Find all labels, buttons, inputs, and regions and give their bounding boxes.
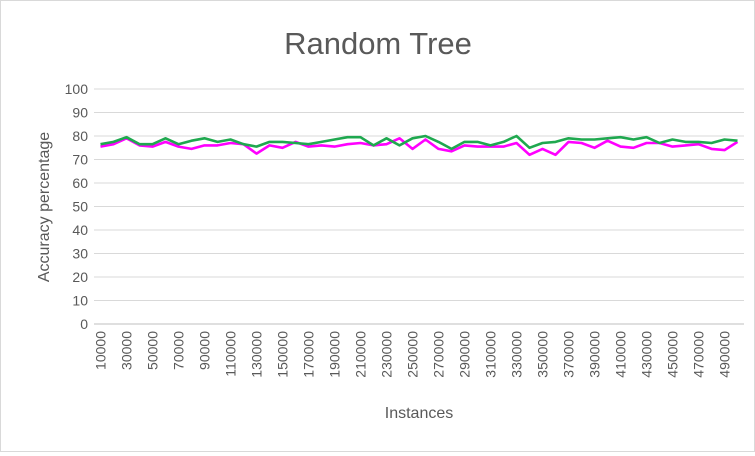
x-tick-label: 390000 bbox=[587, 331, 603, 378]
series-line-2 bbox=[100, 134, 738, 151]
x-tick-label: 310000 bbox=[483, 331, 499, 378]
x-tick-label: 150000 bbox=[275, 331, 291, 378]
y-tick-label: 100 bbox=[65, 81, 89, 97]
x-tick-label: 370000 bbox=[561, 331, 577, 378]
y-tick-label: 80 bbox=[72, 128, 88, 144]
x-tick-label: 230000 bbox=[379, 331, 395, 378]
x-tick-label: 130000 bbox=[249, 331, 265, 378]
y-tick-label: 90 bbox=[72, 105, 88, 121]
x-tick-label: 350000 bbox=[535, 331, 551, 378]
series-line-1 bbox=[100, 137, 739, 157]
x-tick-label: 210000 bbox=[353, 331, 369, 378]
x-tick-label: 290000 bbox=[457, 331, 473, 378]
gridlines bbox=[94, 88, 744, 301]
x-tick-label: 410000 bbox=[613, 331, 629, 378]
chart-title: Random Tree bbox=[284, 26, 472, 61]
y-tick-label: 40 bbox=[72, 222, 88, 238]
x-axis-ticks: 10000 30000 50000 70000 90000 110000 130000 150… bbox=[93, 331, 733, 378]
x-tick-label: 490000 bbox=[717, 331, 733, 378]
y-axis-ticks: 0 10 20 30 40 50 60 70 80 90 100 bbox=[65, 81, 89, 332]
x-tick-label: 450000 bbox=[665, 331, 681, 378]
x-tick-label: 110000 bbox=[223, 331, 239, 377]
x-tick-label: 330000 bbox=[509, 331, 525, 378]
x-tick-label: 90000 bbox=[197, 331, 213, 370]
y-tick-label: 60 bbox=[72, 175, 88, 191]
x-tick-label: 30000 bbox=[119, 331, 135, 370]
x-tick-label: 10000 bbox=[93, 331, 109, 370]
y-tick-label: 30 bbox=[72, 246, 88, 262]
x-tick-label: 70000 bbox=[171, 331, 187, 370]
y-axis-title: Accuracy percentage bbox=[36, 132, 53, 282]
x-tick-label: 270000 bbox=[431, 331, 447, 378]
series-layer bbox=[100, 134, 739, 157]
x-tick-label: 50000 bbox=[145, 331, 161, 370]
x-tick-label: 190000 bbox=[327, 331, 343, 378]
x-tick-label: 470000 bbox=[691, 331, 707, 378]
x-tick-label: 170000 bbox=[301, 331, 317, 378]
x-axis-title: Instances bbox=[385, 405, 453, 422]
y-tick-label: 0 bbox=[80, 316, 88, 332]
x-tick-label: 250000 bbox=[405, 331, 421, 378]
y-tick-label: 20 bbox=[72, 269, 88, 285]
x-tick-label: 430000 bbox=[639, 331, 655, 378]
y-tick-label: 50 bbox=[72, 199, 88, 215]
y-tick-label: 70 bbox=[72, 152, 88, 168]
y-tick-label: 10 bbox=[72, 293, 88, 309]
